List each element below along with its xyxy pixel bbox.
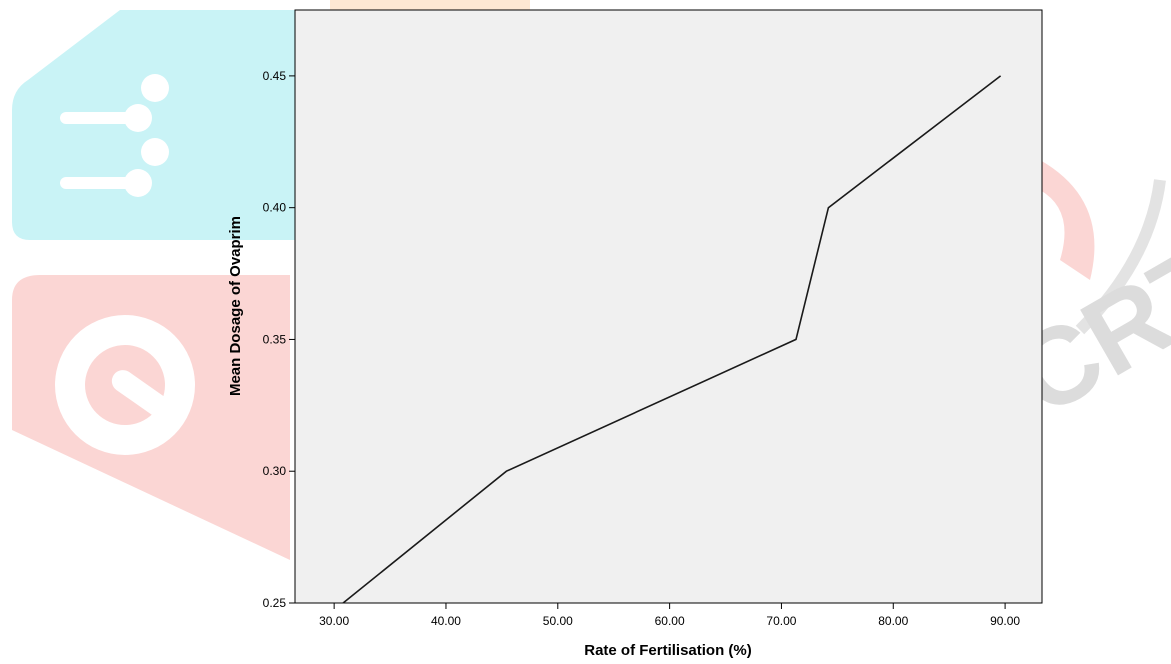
y-tick-label: 0.40	[263, 201, 287, 215]
gear-icon	[12, 275, 290, 560]
x-axis: 30.00 40.00 50.00 60.00 70.00 80.00 90.00	[319, 603, 1020, 628]
watermark-node	[141, 74, 169, 102]
circuit-hand-icon	[12, 10, 300, 240]
x-tick-label: 40.00	[431, 614, 461, 628]
x-tick-label: 70.00	[766, 614, 796, 628]
watermark-orange-shape	[330, 0, 530, 10]
watermark-trace	[60, 112, 140, 124]
x-tick-label: 30.00	[319, 614, 349, 628]
watermark-grey-curve	[1075, 179, 1166, 335]
watermark-red-curve	[1040, 160, 1095, 280]
y-tick-label: 0.35	[263, 332, 287, 346]
y-tick-label: 0.30	[263, 464, 287, 478]
y-tick-label: 0.45	[263, 69, 287, 83]
x-tick-label: 90.00	[990, 614, 1020, 628]
x-tick-label: 80.00	[878, 614, 908, 628]
watermark-trace	[60, 177, 140, 189]
x-axis-title: Rate of Fertilisation (%)	[584, 642, 752, 659]
plot-area	[294, 9, 1043, 604]
watermark-node	[141, 138, 169, 166]
x-tick-label: 50.00	[543, 614, 573, 628]
x-tick-label: 60.00	[655, 614, 685, 628]
y-tick-label: 0.25	[263, 596, 287, 610]
y-axis-title: Mean Dosage of Ovaprim	[227, 216, 244, 396]
series-line	[342, 75, 1002, 604]
y-axis: 0.25 0.30 0.35 0.40 0.45	[263, 69, 295, 610]
watermark-cyan-shape	[12, 10, 300, 240]
watermark-gear-bar	[111, 370, 182, 426]
